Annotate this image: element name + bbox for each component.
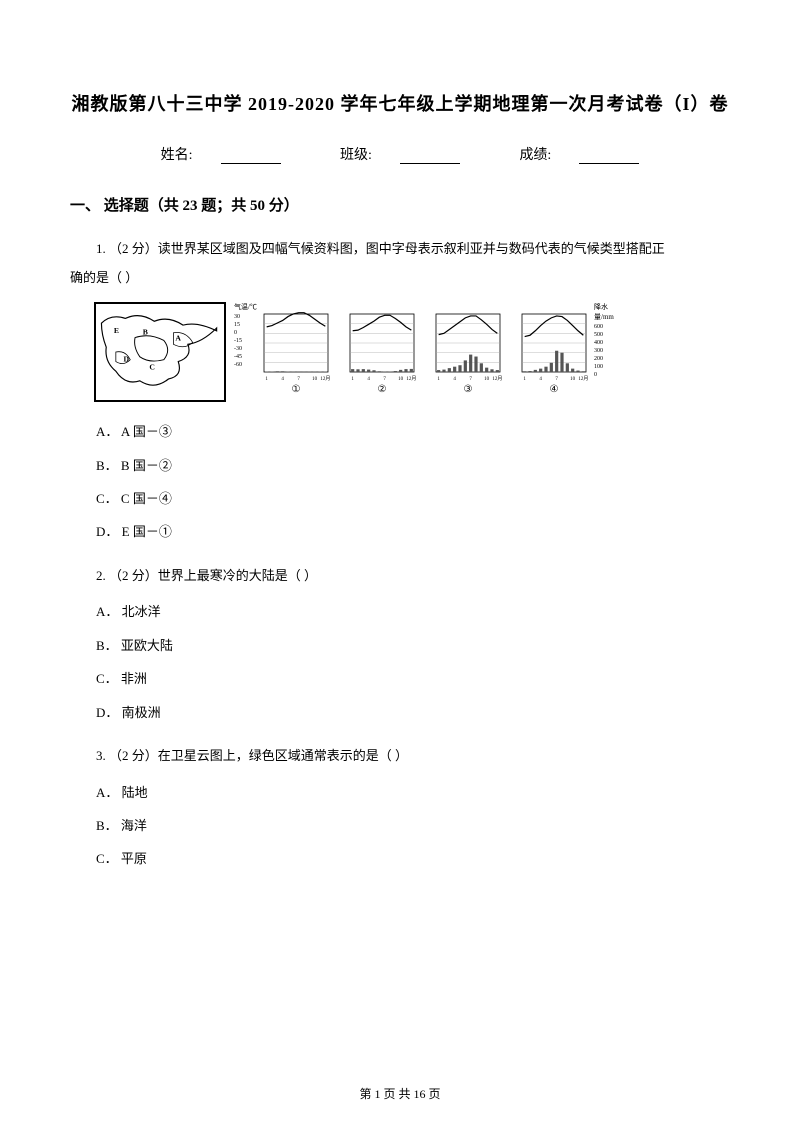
q2-stem: 2. （2 分）世界上最寒冷的大陆是（ ） bbox=[70, 562, 730, 591]
climate-chart-2: 1 4 7 1012月 ② bbox=[346, 308, 418, 395]
q3-option-c[interactable]: C． 平原 bbox=[70, 847, 730, 870]
svg-text:B: B bbox=[143, 328, 148, 337]
svg-text:C: C bbox=[149, 362, 155, 371]
svg-text:A: A bbox=[175, 334, 181, 343]
section-1-heading: 一、 选择题（共 23 题；共 50 分） bbox=[70, 194, 730, 215]
svg-text:1: 1 bbox=[437, 377, 440, 382]
question-1: 1. （2 分）读世界某区域图及四幅气候资料图，图中字母表示叙利亚并与数码代表的… bbox=[70, 235, 730, 544]
svg-text:4: 4 bbox=[539, 377, 542, 382]
q3-option-b[interactable]: B． 海洋 bbox=[70, 814, 730, 837]
climate-chart-1: 1 4 7 1012月 ① bbox=[260, 308, 332, 395]
svg-text:D: D bbox=[124, 355, 130, 364]
score-label: 成绩: bbox=[505, 148, 653, 163]
svg-text:7: 7 bbox=[383, 377, 386, 382]
svg-text:7: 7 bbox=[469, 377, 472, 382]
q1-stem-line1: 1. （2 分）读世界某区域图及四幅气候资料图，图中字母表示叙利亚并与数码代表的… bbox=[70, 235, 730, 264]
svg-text:12月: 12月 bbox=[492, 376, 502, 382]
q1-option-d[interactable]: D． E 国－① bbox=[70, 520, 730, 543]
rain-axis-label: 降水量/mm 600 500 400 300 200 100 0 bbox=[594, 302, 624, 379]
svg-text:7: 7 bbox=[297, 377, 300, 382]
page-title: 湘教版第八十三中学 2019-2020 学年七年级上学期地理第一次月考试卷（I）… bbox=[70, 90, 730, 116]
name-blank[interactable] bbox=[221, 150, 281, 164]
q1-option-a[interactable]: A． A 国－③ bbox=[70, 420, 730, 443]
temp-axis-label: 气温/℃ 30 15 0 -15 -30 -45 -60 bbox=[234, 302, 260, 369]
svg-text:7: 7 bbox=[555, 377, 558, 382]
name-label: 姓名: bbox=[147, 148, 295, 163]
chart-label-1: ① bbox=[260, 384, 332, 395]
svg-text:12月: 12月 bbox=[578, 376, 588, 382]
q1-option-b[interactable]: B． B 国－② bbox=[70, 454, 730, 477]
q3-stem: 3. （2 分）在卫星云图上，绿色区域通常表示的是（ ） bbox=[70, 742, 730, 771]
svg-text:12月: 12月 bbox=[406, 376, 416, 382]
q2-option-c[interactable]: C． 非洲 bbox=[70, 667, 730, 690]
climate-chart-4: 1 4 7 1012月 ④ bbox=[518, 308, 590, 395]
chart-label-4: ④ bbox=[518, 384, 590, 395]
climate-charts: 1471012月 ① 1471012月 ② 1471012月 ③ 1471012… bbox=[260, 302, 590, 395]
q2-option-b[interactable]: B． 亚欧大陆 bbox=[70, 634, 730, 657]
chart-label-3: ③ bbox=[432, 384, 504, 395]
region-map: E B A D C bbox=[94, 302, 226, 402]
svg-text:1: 1 bbox=[523, 377, 526, 382]
svg-text:10: 10 bbox=[398, 377, 404, 382]
svg-text:4: 4 bbox=[367, 377, 370, 382]
question-2: 2. （2 分）世界上最寒冷的大陆是（ ） A． 北冰洋 B． 亚欧大陆 C． … bbox=[70, 562, 730, 724]
chart-label-2: ② bbox=[346, 384, 418, 395]
student-info-row: 姓名: 班级: 成绩: bbox=[70, 144, 730, 164]
class-blank[interactable] bbox=[400, 150, 460, 164]
climate-chart-3: 1 4 7 1012月 ③ bbox=[432, 308, 504, 395]
score-blank[interactable] bbox=[579, 150, 639, 164]
page-footer: 第 1 页 共 16 页 bbox=[0, 1085, 800, 1102]
q2-option-a[interactable]: A． 北冰洋 bbox=[70, 600, 730, 623]
q3-option-a[interactable]: A． 陆地 bbox=[70, 781, 730, 804]
svg-text:10: 10 bbox=[312, 377, 318, 382]
svg-text:1: 1 bbox=[351, 377, 354, 382]
svg-text:E: E bbox=[114, 326, 119, 335]
q1-stem-line2: 确的是（ ） bbox=[70, 264, 730, 293]
q1-option-c[interactable]: C． C 国－④ bbox=[70, 487, 730, 510]
q1-figure: E B A D C 气温/℃ 30 15 0 -15 -30 -45 -60 bbox=[94, 302, 730, 402]
svg-text:4: 4 bbox=[281, 377, 284, 382]
svg-text:10: 10 bbox=[570, 377, 576, 382]
question-3: 3. （2 分）在卫星云图上，绿色区域通常表示的是（ ） A． 陆地 B． 海洋… bbox=[70, 742, 730, 871]
svg-text:12月: 12月 bbox=[320, 376, 330, 382]
svg-text:4: 4 bbox=[453, 377, 456, 382]
svg-text:10: 10 bbox=[484, 377, 490, 382]
q2-option-d[interactable]: D． 南极洲 bbox=[70, 701, 730, 724]
class-label: 班级: bbox=[326, 148, 474, 163]
svg-text:1: 1 bbox=[265, 377, 268, 382]
